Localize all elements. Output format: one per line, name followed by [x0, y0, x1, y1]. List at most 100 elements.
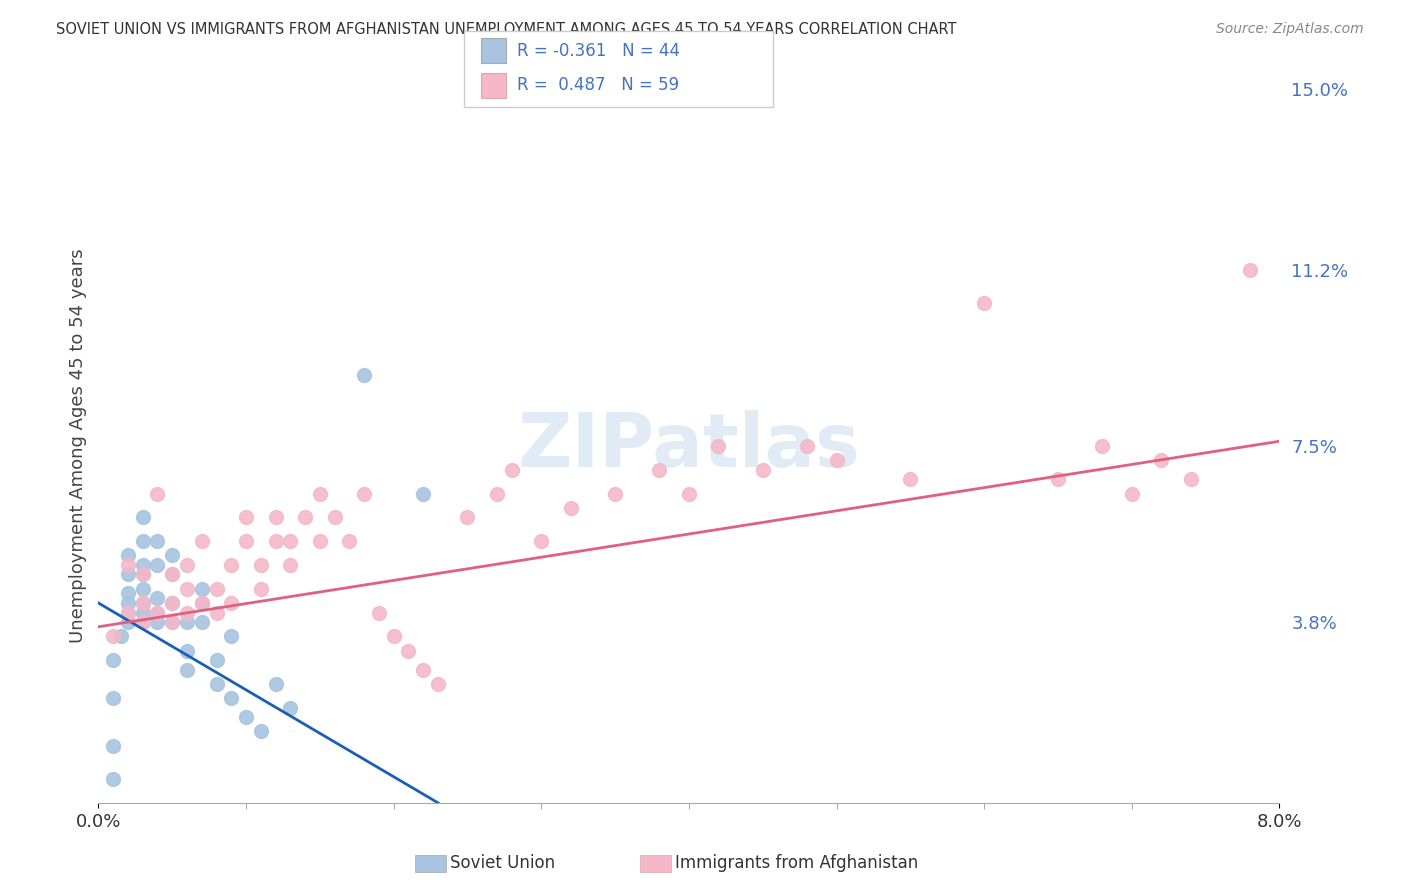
Point: [191, 534, 214, 549]
Point: [250, 558, 273, 572]
Point: [162, 549, 183, 563]
Point: [456, 510, 478, 524]
Point: [132, 582, 155, 596]
Point: [250, 582, 273, 596]
Text: R = -0.361   N = 44: R = -0.361 N = 44: [517, 42, 681, 60]
Point: [191, 596, 214, 610]
Point: [205, 653, 228, 667]
Point: [1121, 486, 1143, 500]
Point: [219, 629, 242, 643]
Point: [1150, 453, 1173, 467]
Point: [250, 724, 273, 739]
Point: [117, 606, 139, 620]
Point: [560, 500, 582, 515]
Point: [278, 534, 302, 549]
Point: [103, 772, 125, 786]
Point: [146, 591, 169, 606]
Point: [132, 534, 155, 549]
Point: [162, 596, 183, 610]
Text: ZIPatlas: ZIPatlas: [517, 409, 860, 483]
Point: [235, 710, 257, 724]
Point: [132, 510, 155, 524]
Point: [176, 663, 198, 677]
Point: [235, 510, 257, 524]
Point: [825, 453, 848, 467]
Point: [162, 596, 183, 610]
Point: [117, 586, 139, 600]
Point: [353, 368, 375, 382]
Point: [162, 567, 183, 582]
Point: [146, 615, 169, 629]
Point: [678, 486, 700, 500]
Point: [219, 558, 242, 572]
Point: [162, 615, 183, 629]
Point: [900, 472, 922, 486]
Point: [264, 677, 287, 691]
Point: [176, 643, 198, 657]
Point: [162, 567, 183, 582]
Point: [264, 510, 287, 524]
Point: [707, 439, 730, 453]
Point: [191, 582, 214, 596]
Point: [1180, 472, 1202, 486]
Point: [103, 653, 125, 667]
Point: [501, 463, 523, 477]
Point: [146, 606, 169, 620]
Point: [132, 615, 155, 629]
Point: [176, 558, 198, 572]
Point: [117, 567, 139, 582]
Point: [205, 677, 228, 691]
Point: [146, 606, 169, 620]
Point: [191, 596, 214, 610]
Point: [146, 534, 169, 549]
Point: [117, 606, 139, 620]
Point: [176, 582, 198, 596]
Point: [648, 463, 671, 477]
Point: [191, 615, 214, 629]
Point: [219, 596, 242, 610]
Point: [278, 558, 302, 572]
Point: [205, 582, 228, 596]
Point: [110, 629, 132, 643]
Point: [219, 691, 242, 706]
Point: [323, 510, 346, 524]
Point: [367, 606, 389, 620]
Point: [751, 463, 773, 477]
Point: [294, 510, 316, 524]
Point: [382, 629, 405, 643]
Point: [176, 615, 198, 629]
Point: [396, 643, 419, 657]
Point: [278, 700, 302, 714]
Point: [103, 739, 125, 753]
Point: [235, 534, 257, 549]
Point: [1091, 439, 1114, 453]
Text: R =  0.487   N = 59: R = 0.487 N = 59: [517, 77, 679, 95]
Point: [176, 606, 198, 620]
Point: [146, 486, 169, 500]
Text: Source: ZipAtlas.com: Source: ZipAtlas.com: [1216, 22, 1364, 37]
Point: [1239, 263, 1261, 277]
Point: [412, 663, 434, 677]
Point: [485, 486, 508, 500]
Point: [162, 615, 183, 629]
Point: [796, 439, 818, 453]
Point: [132, 596, 155, 610]
Point: [132, 567, 155, 582]
Point: [117, 549, 139, 563]
Point: [132, 606, 155, 620]
Point: [337, 534, 360, 549]
Point: [1046, 472, 1069, 486]
Point: [353, 486, 375, 500]
Point: [132, 596, 155, 610]
Point: [973, 296, 995, 310]
Point: [205, 606, 228, 620]
Point: [103, 629, 125, 643]
Point: [530, 534, 553, 549]
Y-axis label: Unemployment Among Ages 45 to 54 years: Unemployment Among Ages 45 to 54 years: [69, 249, 87, 643]
Point: [308, 486, 332, 500]
Point: [132, 558, 155, 572]
Point: [132, 567, 155, 582]
Text: SOVIET UNION VS IMMIGRANTS FROM AFGHANISTAN UNEMPLOYMENT AMONG AGES 45 TO 54 YEA: SOVIET UNION VS IMMIGRANTS FROM AFGHANIS…: [56, 22, 956, 37]
Point: [132, 615, 155, 629]
Text: Immigrants from Afghanistan: Immigrants from Afghanistan: [675, 855, 918, 872]
